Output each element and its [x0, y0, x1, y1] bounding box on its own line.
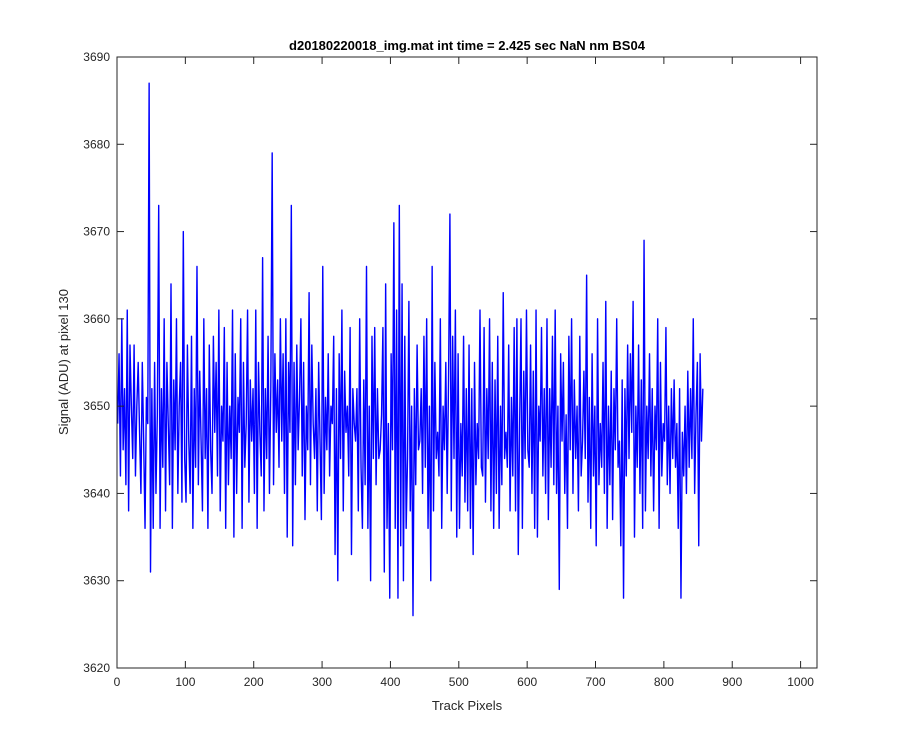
- y-tick-label: 3670: [83, 225, 110, 239]
- x-tick-label: 100: [175, 675, 195, 689]
- plot-frame: [116, 56, 818, 669]
- y-axis: 3620 3630 3640 3650 3660 3670 3680 3690: [83, 50, 817, 675]
- series-line: [116, 82, 704, 617]
- x-tick-label: 600: [517, 675, 537, 689]
- y-tick-label: 3690: [83, 50, 110, 64]
- x-tick-label: 300: [312, 675, 332, 689]
- x-tick-label: 1000: [787, 675, 814, 689]
- y-tick-label: 3650: [83, 399, 110, 413]
- x-tick-label: 900: [722, 675, 742, 689]
- plot-background: [117, 57, 817, 668]
- y-tick-label: 3680: [83, 137, 110, 151]
- data-series-layer: [116, 82, 704, 617]
- chart-title: d20180220018_img.mat int time = 2.425 se…: [289, 38, 646, 53]
- y-tick-label: 3640: [83, 486, 110, 500]
- x-tick-label: 500: [449, 675, 469, 689]
- y-tick-label: 3620: [83, 661, 110, 675]
- y-axis-label: Signal (ADU) at pixel 130: [56, 289, 71, 435]
- x-tick-label: 800: [654, 675, 674, 689]
- x-axis-label: Track Pixels: [432, 698, 503, 713]
- y-tick-label: 3630: [83, 574, 110, 588]
- x-tick-label: 700: [586, 675, 606, 689]
- x-tick-label: 0: [114, 675, 121, 689]
- x-axis: 0 100 200 300 400 500 600 700 800 900 1000: [114, 57, 814, 689]
- x-tick-label: 200: [244, 675, 264, 689]
- x-tick-label: 400: [380, 675, 400, 689]
- y-tick-label: 3660: [83, 312, 110, 326]
